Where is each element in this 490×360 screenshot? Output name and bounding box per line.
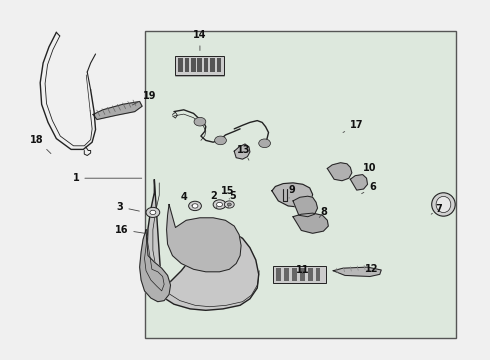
Polygon shape (350, 175, 368, 190)
Bar (178, 58, 183, 72)
Text: 9: 9 (288, 185, 295, 198)
Bar (300, 268, 305, 281)
Ellipse shape (436, 197, 451, 212)
Circle shape (227, 203, 231, 206)
Bar (316, 268, 320, 281)
Bar (197, 58, 202, 72)
Text: 11: 11 (296, 265, 310, 275)
Text: 8: 8 (319, 207, 327, 217)
Text: 7: 7 (431, 204, 442, 214)
Text: 2: 2 (210, 191, 217, 209)
Polygon shape (333, 267, 381, 276)
Bar (273, 266, 326, 283)
Circle shape (150, 210, 156, 215)
Text: 13: 13 (237, 145, 251, 160)
Circle shape (192, 204, 198, 208)
Text: 12: 12 (365, 264, 378, 274)
Text: 6: 6 (362, 182, 376, 194)
Circle shape (194, 117, 206, 126)
Polygon shape (234, 144, 250, 159)
Bar (292, 268, 297, 281)
Polygon shape (293, 196, 318, 217)
Bar (217, 58, 221, 72)
Polygon shape (93, 102, 142, 120)
Polygon shape (293, 213, 328, 233)
Polygon shape (140, 230, 171, 302)
Circle shape (217, 202, 222, 207)
Polygon shape (327, 163, 352, 181)
Text: 4: 4 (180, 192, 193, 206)
Text: 5: 5 (228, 191, 236, 208)
Text: 15: 15 (221, 186, 235, 199)
Bar (204, 58, 208, 72)
Circle shape (189, 201, 201, 211)
Text: 10: 10 (358, 163, 377, 176)
Ellipse shape (432, 193, 455, 216)
Polygon shape (272, 183, 313, 207)
Bar (308, 268, 313, 281)
Bar (185, 58, 189, 72)
Circle shape (215, 136, 226, 145)
Circle shape (259, 139, 270, 148)
Circle shape (224, 201, 234, 208)
Bar (210, 58, 215, 72)
Text: 19: 19 (132, 91, 156, 105)
Bar (175, 56, 224, 75)
Text: 16: 16 (115, 225, 147, 235)
Bar (145, 31, 456, 338)
Text: 14: 14 (193, 30, 207, 50)
Bar (191, 58, 196, 72)
Polygon shape (167, 204, 241, 272)
Text: 18: 18 (30, 135, 51, 154)
Text: 17: 17 (343, 120, 364, 132)
Bar (276, 268, 281, 281)
Text: 1: 1 (73, 173, 142, 183)
Text: 3: 3 (117, 202, 139, 212)
Circle shape (213, 200, 226, 209)
Polygon shape (147, 180, 259, 310)
Circle shape (146, 207, 160, 217)
Bar (284, 268, 289, 281)
